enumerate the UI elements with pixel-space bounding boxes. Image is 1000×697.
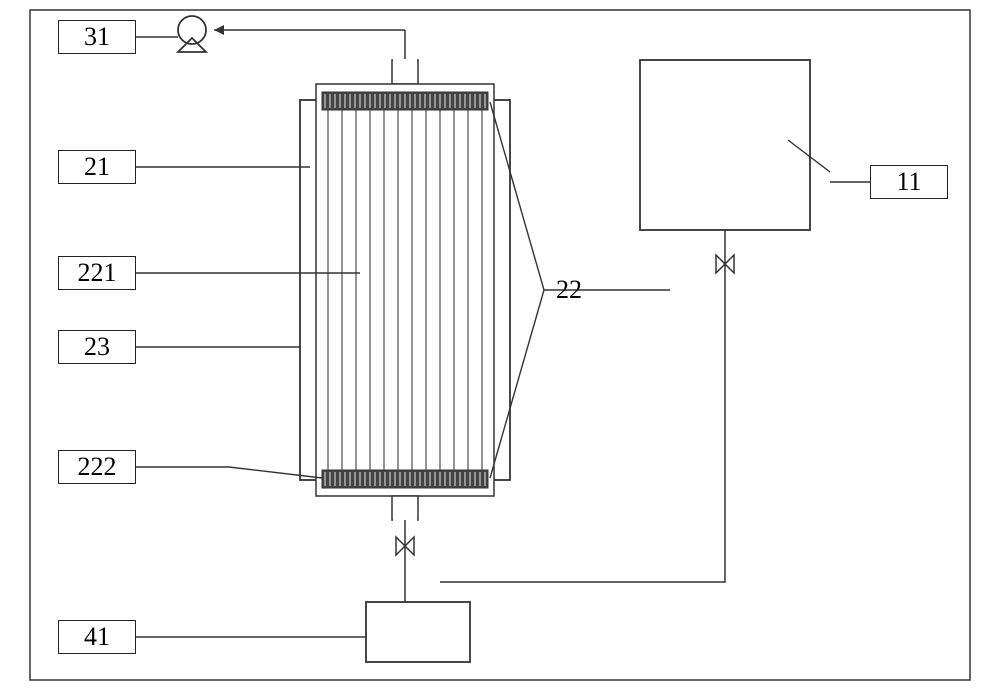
label-31: 31 [58,20,136,54]
label-41: 41 [58,620,136,654]
diagram-canvas: 22 [0,0,1000,697]
end-cap [322,92,488,110]
end-cap [322,470,488,488]
tank-11 [640,60,810,230]
label-221: 221 [58,256,136,290]
label-222: 222 [58,450,136,484]
arrow-head-icon [214,25,224,35]
tank-41 [366,602,470,662]
label-21: 21 [58,150,136,184]
label-11: 11 [870,165,948,199]
outer-frame [30,10,970,680]
pump-icon [178,16,206,44]
label-22: 22 [556,275,582,304]
label-23: 23 [58,330,136,364]
